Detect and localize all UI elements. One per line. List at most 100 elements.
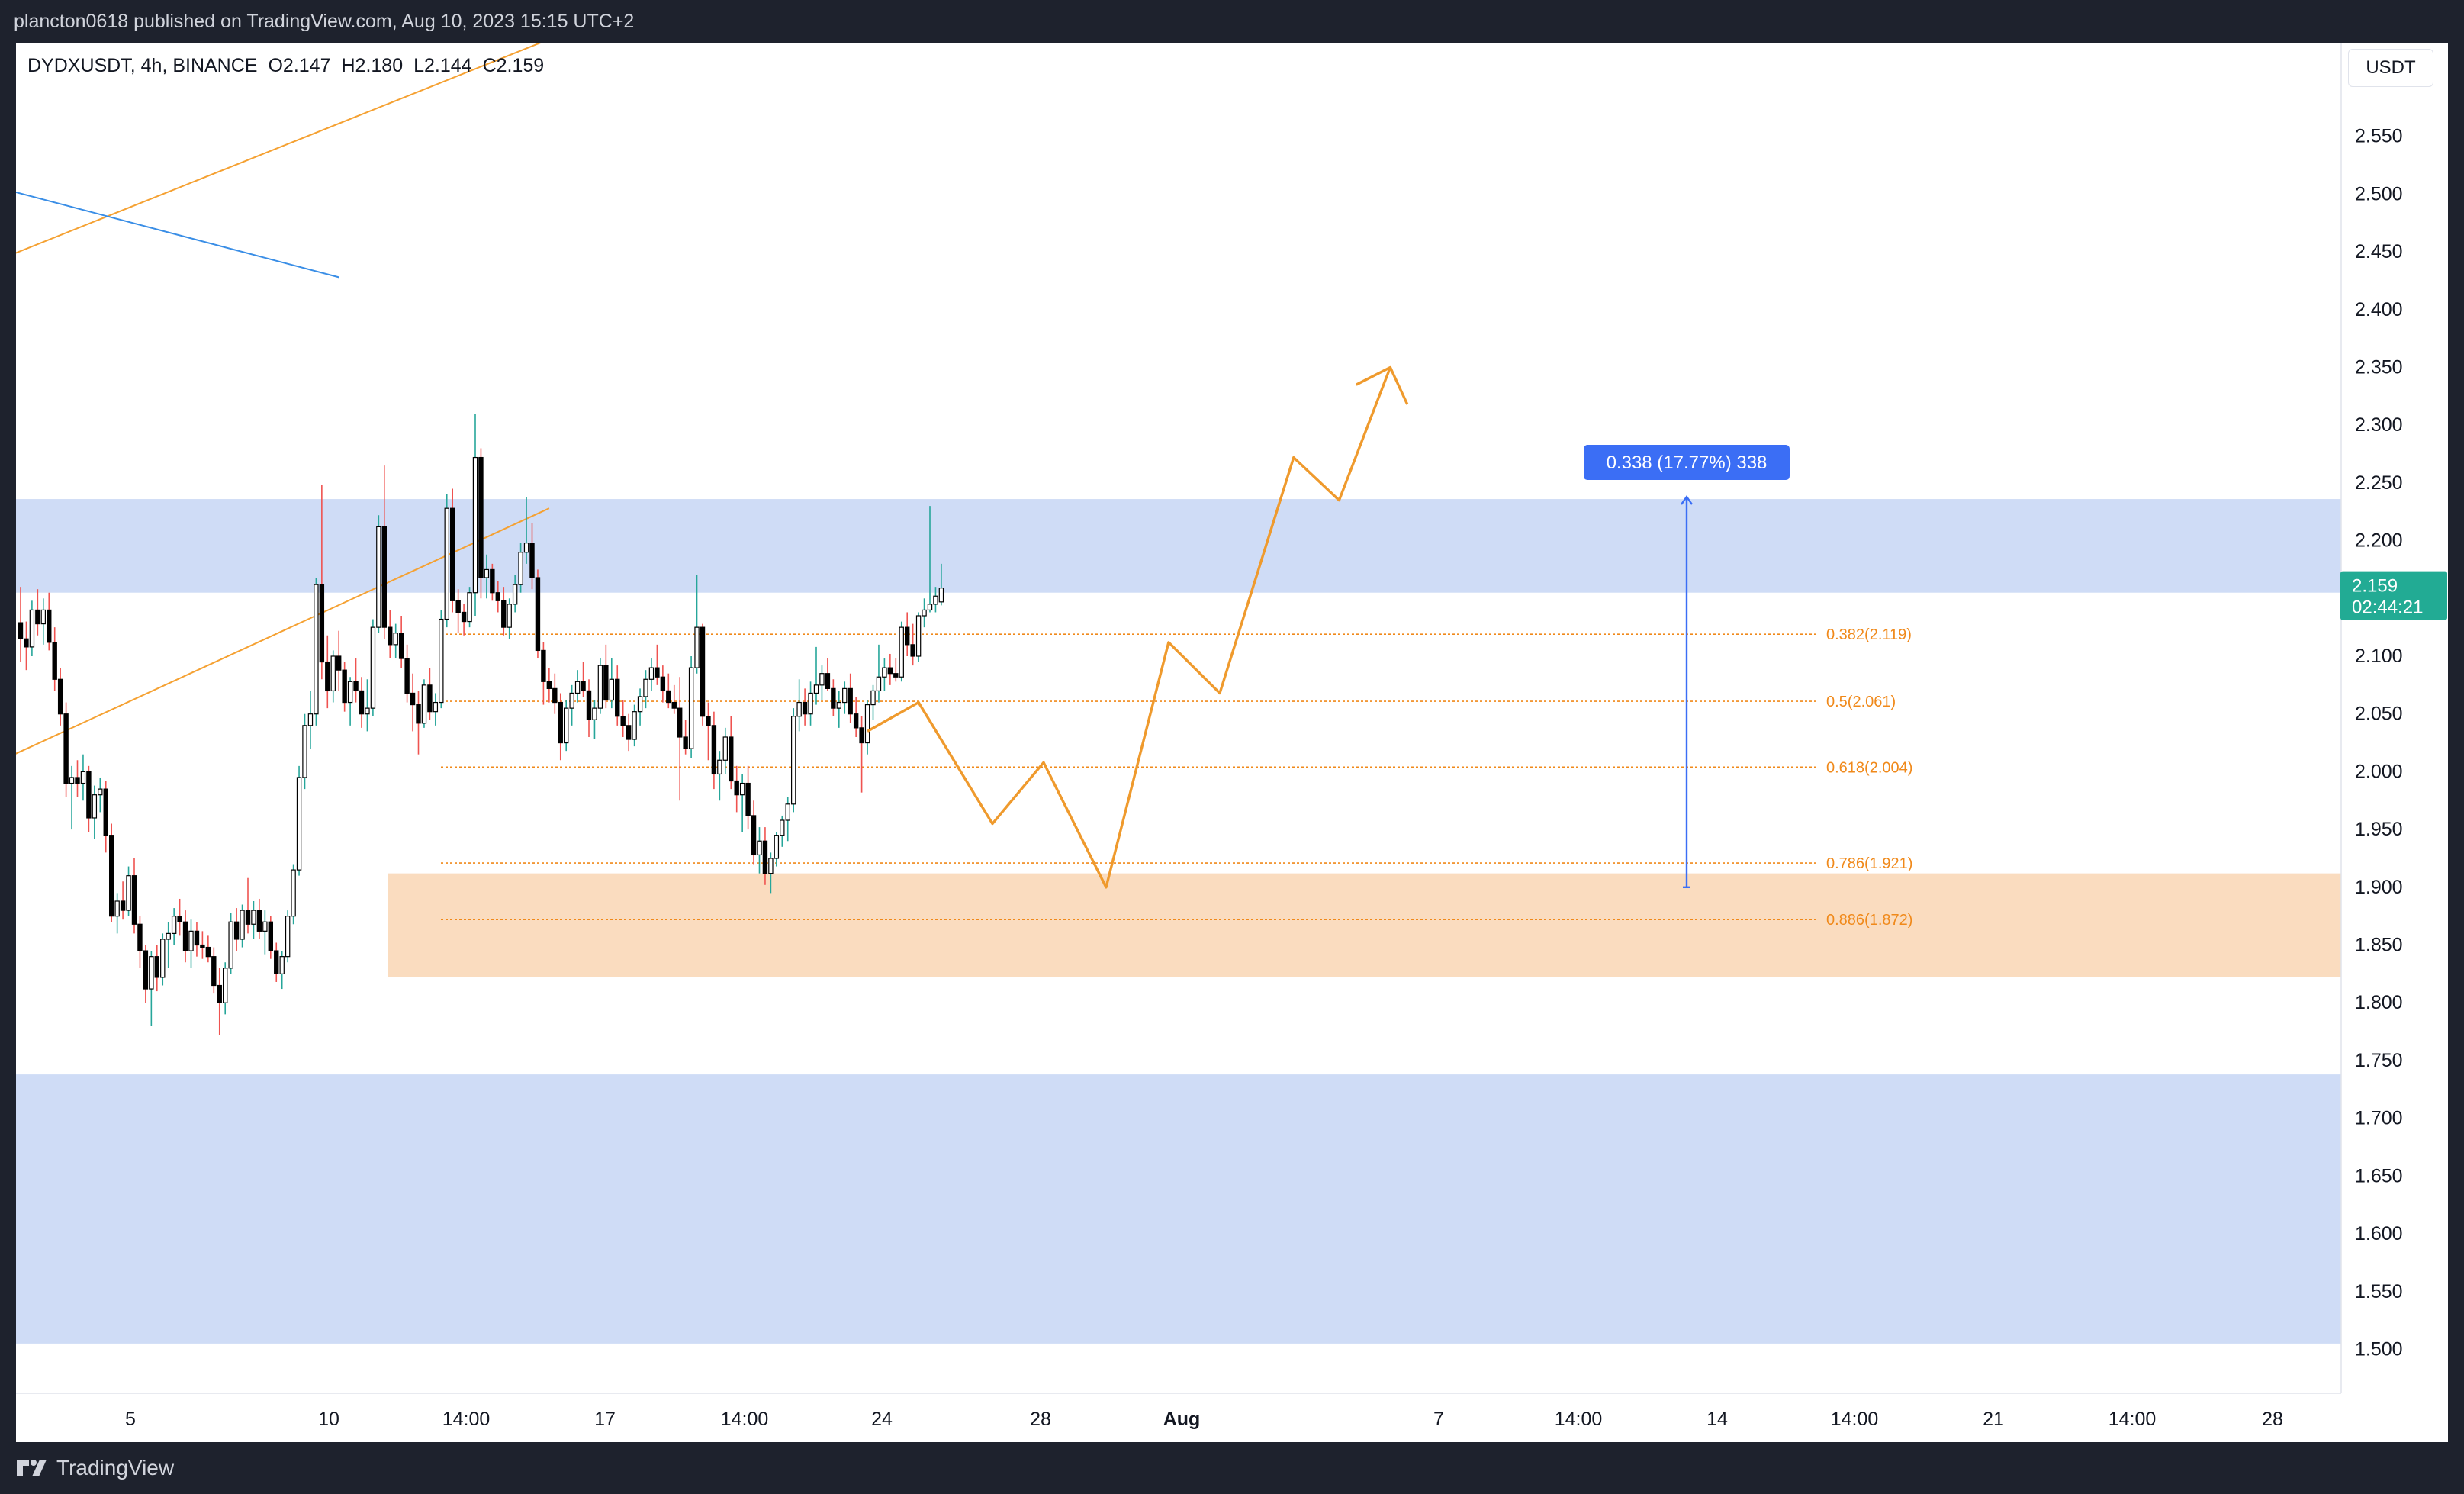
tradingview-logo-icon bbox=[17, 1460, 47, 1476]
candle bbox=[887, 653, 893, 685]
time-tick-label: 14:00 bbox=[442, 1409, 491, 1430]
candle bbox=[342, 662, 347, 712]
last-price-value: 2.159 bbox=[2352, 576, 2398, 597]
candle bbox=[552, 673, 558, 714]
candle bbox=[523, 497, 529, 564]
footer: TradingView bbox=[0, 1442, 2464, 1494]
time-tick-label: 7 bbox=[1433, 1409, 1444, 1430]
candle-body bbox=[648, 667, 655, 680]
candle bbox=[69, 765, 75, 830]
candle-body bbox=[194, 930, 200, 946]
candle-body bbox=[461, 611, 467, 623]
price-axis-bg bbox=[2341, 43, 2448, 1442]
downtrend bbox=[16, 191, 339, 279]
candle bbox=[330, 650, 336, 703]
candle-body bbox=[319, 584, 325, 663]
candle-body bbox=[671, 701, 677, 709]
candle-body bbox=[780, 819, 785, 836]
candle-body bbox=[75, 777, 80, 784]
tradingview-logo[interactable]: TradingView bbox=[15, 1456, 174, 1480]
candle-body bbox=[98, 788, 103, 796]
time-tick-label: 28 bbox=[1030, 1409, 1051, 1430]
candle bbox=[444, 494, 449, 628]
candle bbox=[904, 612, 910, 656]
candle-body bbox=[171, 916, 177, 934]
candle bbox=[296, 765, 302, 876]
candle bbox=[529, 523, 535, 590]
candle bbox=[467, 587, 472, 628]
candle-body bbox=[574, 681, 581, 694]
time-tick-label: 14 bbox=[1706, 1409, 1728, 1430]
candle-body bbox=[188, 930, 194, 951]
price-tick-label: 2.550 bbox=[2355, 126, 2403, 147]
candle bbox=[251, 900, 256, 939]
candle bbox=[739, 774, 745, 832]
price-tick-label: 2.350 bbox=[2355, 356, 2403, 378]
candlestick-chart[interactable]: 0.382(2.119) 0.5(2.061) 0.618(2.004) 0.786(… bbox=[16, 43, 2448, 1442]
candle-body bbox=[103, 788, 108, 836]
candle-body bbox=[398, 633, 404, 659]
candle bbox=[831, 679, 836, 716]
candle bbox=[813, 646, 819, 705]
candle bbox=[870, 684, 876, 720]
candle bbox=[882, 658, 887, 691]
candle bbox=[632, 704, 637, 747]
candle-body bbox=[421, 684, 427, 724]
candle-body bbox=[915, 615, 922, 657]
candle-body bbox=[108, 835, 114, 917]
candle-body bbox=[899, 626, 904, 678]
legend-open: O2.147 bbox=[268, 55, 331, 76]
candle-body bbox=[864, 704, 870, 744]
time-tick-label: 21 bbox=[1983, 1409, 2004, 1430]
candle-body bbox=[535, 577, 541, 652]
candle-body bbox=[711, 725, 717, 775]
candle bbox=[404, 644, 410, 703]
candle bbox=[461, 604, 467, 636]
candle-body bbox=[802, 701, 808, 715]
candle bbox=[518, 543, 523, 593]
candle-body bbox=[836, 701, 841, 709]
candle-body bbox=[558, 701, 563, 744]
candle-body bbox=[495, 592, 501, 601]
candle bbox=[864, 700, 870, 755]
price-tick-label: 2.250 bbox=[2355, 472, 2403, 494]
candle-body bbox=[745, 782, 751, 816]
candle bbox=[381, 465, 388, 639]
publish-header: plancton0618 published on TradingView.co… bbox=[14, 11, 635, 32]
candle-body bbox=[876, 676, 882, 692]
candle-body bbox=[114, 900, 120, 917]
price-tick-label: 1.850 bbox=[2355, 935, 2403, 956]
price-tick-label: 2.200 bbox=[2355, 530, 2403, 552]
measure-label: 0.338 (17.77%) 338 bbox=[1607, 452, 1768, 473]
candle bbox=[768, 852, 774, 894]
candle-body bbox=[677, 707, 683, 738]
candle-body bbox=[325, 661, 330, 692]
candle-body bbox=[223, 968, 228, 1003]
price-axis: 2.550 2.500 2.450 2.400 2.350 2.300 2.250 2.200… bbox=[2340, 43, 2448, 1442]
candle-body bbox=[563, 707, 569, 744]
candle bbox=[757, 827, 762, 874]
candle bbox=[223, 962, 228, 1015]
candle bbox=[802, 688, 808, 726]
candle-body bbox=[722, 736, 729, 761]
candle bbox=[915, 612, 922, 662]
candle-body bbox=[154, 956, 159, 978]
demand-zone bbox=[388, 873, 2342, 977]
candle bbox=[182, 910, 188, 963]
currency-button[interactable]: USDT bbox=[2348, 49, 2433, 87]
chart-frame[interactable]: 0.382(2.119) 0.5(2.061) 0.618(2.004) 0.786(… bbox=[16, 43, 2448, 1442]
candle-body bbox=[853, 713, 859, 729]
candle-body bbox=[92, 794, 98, 819]
candle-body bbox=[603, 665, 609, 701]
candle-body bbox=[35, 609, 40, 625]
candle-body bbox=[655, 667, 660, 678]
candle bbox=[274, 942, 279, 982]
candle-body bbox=[69, 777, 75, 784]
candle bbox=[92, 785, 98, 839]
candle-body bbox=[330, 655, 336, 692]
price-tick-label: 1.500 bbox=[2355, 1338, 2403, 1360]
candle-body bbox=[706, 716, 711, 726]
candle-body bbox=[137, 923, 143, 951]
trendline-layer bbox=[16, 43, 550, 755]
legend-high: H2.180 bbox=[341, 55, 404, 76]
